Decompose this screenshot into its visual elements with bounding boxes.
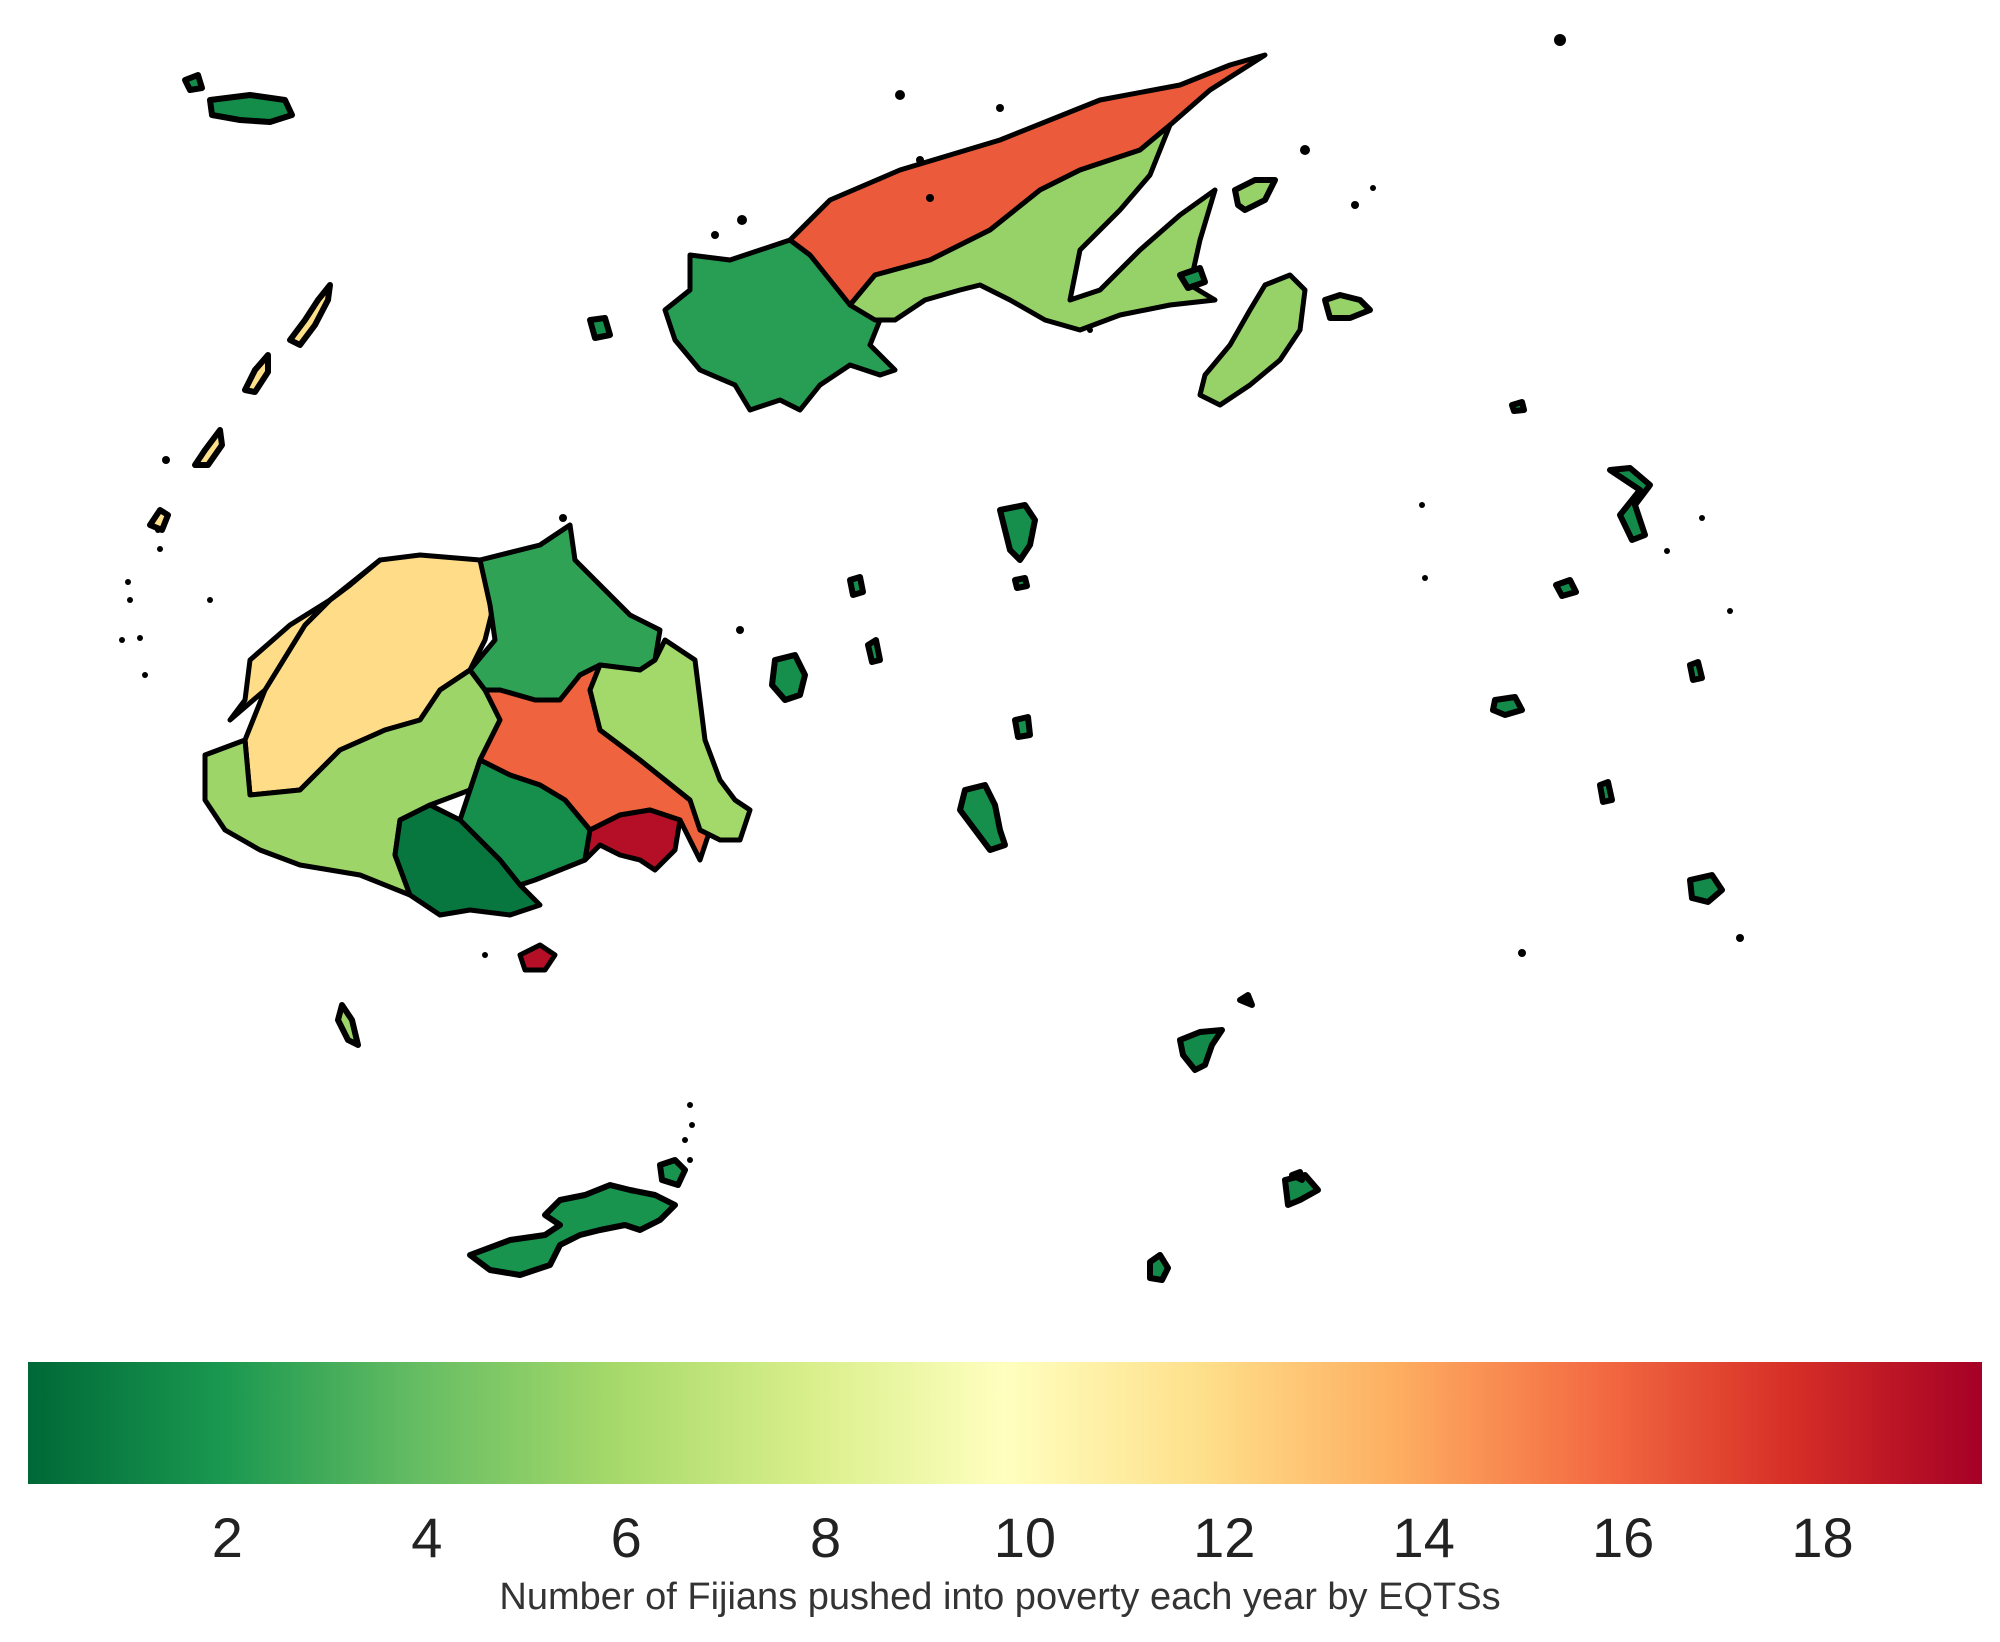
colorbar-tick-16: 16 bbox=[1591, 1506, 1655, 1569]
region-yasawa bbox=[287, 282, 333, 348]
colorbar-tick-12: 12 bbox=[1193, 1506, 1256, 1569]
region-rewa bbox=[582, 807, 683, 873]
region-lomaiviti bbox=[997, 502, 1038, 563]
fiji-choropleth-map bbox=[119, 34, 1744, 1283]
region-serua bbox=[392, 802, 543, 918]
region-tailevu bbox=[587, 637, 753, 843]
region-taveuni bbox=[1197, 272, 1308, 408]
colorbar-tick-2: 2 bbox=[211, 1506, 243, 1569]
region-kadavu bbox=[467, 1182, 678, 1278]
colorbar-gradient bbox=[28, 1362, 1982, 1484]
region-vatulele bbox=[335, 1002, 361, 1048]
colorbar-tick-14: 14 bbox=[1392, 1506, 1455, 1569]
colorbar-tick-4: 4 bbox=[411, 1506, 443, 1569]
region-ba-north bbox=[227, 557, 383, 723]
colorbar-tick-18: 18 bbox=[1791, 1506, 1854, 1569]
region-lau bbox=[1177, 1027, 1225, 1073]
colorbar-tick-6: 6 bbox=[610, 1506, 642, 1569]
region-cakaudrove bbox=[847, 122, 1218, 333]
colorbar-tick-8: 8 bbox=[809, 1506, 842, 1569]
colorbar bbox=[0, 1340, 2000, 1640]
region-beqa bbox=[517, 942, 558, 973]
colorbar-label: Number of Fijians pushed into poverty ea… bbox=[499, 1576, 1501, 1618]
reef-dots bbox=[119, 34, 1744, 1163]
colorbar-tick-10: 10 bbox=[993, 1506, 1057, 1569]
region-rotuma bbox=[207, 92, 295, 125]
